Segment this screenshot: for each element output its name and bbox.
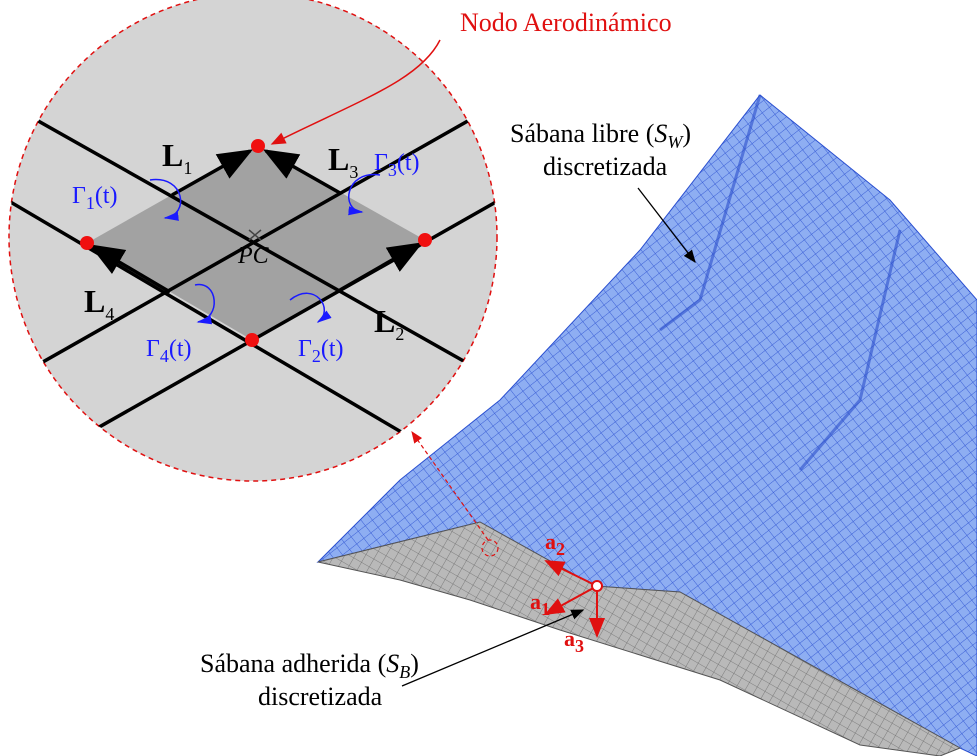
bound-wake-label: Sábana adherida (SB) — [200, 649, 419, 682]
circulation-label: Γ1(t) — [72, 183, 118, 213]
free-wake-label: Sábana libre (SW) — [510, 119, 691, 152]
center-label: PC — [237, 243, 270, 269]
callout-label: Nodo Aerodinámico — [460, 8, 672, 37]
circulation-label: Γ2(t) — [298, 336, 344, 366]
circulation-label: Γ3(t) — [374, 150, 420, 180]
pointer-arrow — [402, 610, 583, 686]
bound-wake-label: discretizada — [258, 682, 383, 711]
circulation-label: Γ4(t) — [146, 336, 192, 366]
diagram: Nodo Aerodinámico L1 L2 L3 L4 Γ1(t) Γ2(t… — [0, 0, 977, 756]
free-wake-label: discretizada — [543, 152, 668, 181]
